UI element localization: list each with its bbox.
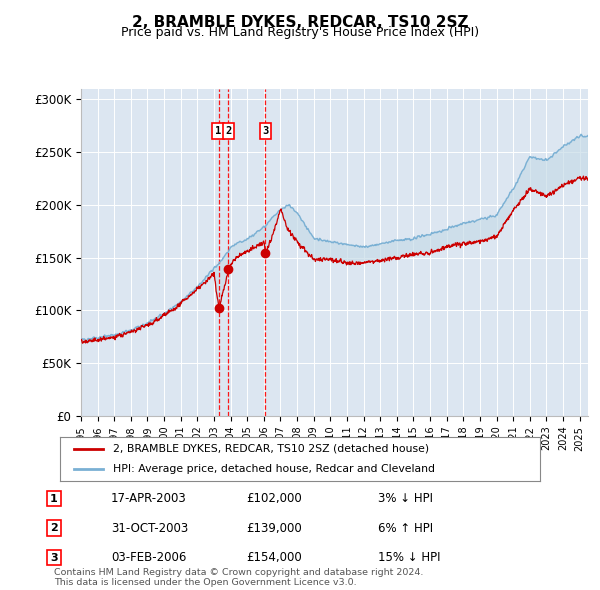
Text: £102,000: £102,000: [246, 492, 302, 505]
Text: 2, BRAMBLE DYKES, REDCAR, TS10 2SZ: 2, BRAMBLE DYKES, REDCAR, TS10 2SZ: [132, 15, 468, 30]
Text: HPI: Average price, detached house, Redcar and Cleveland: HPI: Average price, detached house, Redc…: [113, 464, 435, 474]
Text: 15% ↓ HPI: 15% ↓ HPI: [378, 551, 440, 564]
Text: 2, BRAMBLE DYKES, REDCAR, TS10 2SZ (detached house): 2, BRAMBLE DYKES, REDCAR, TS10 2SZ (deta…: [113, 444, 429, 454]
Text: £154,000: £154,000: [246, 551, 302, 564]
Text: 2: 2: [50, 523, 58, 533]
Text: £139,000: £139,000: [246, 522, 302, 535]
Text: 2: 2: [226, 126, 232, 136]
Text: 3% ↓ HPI: 3% ↓ HPI: [378, 492, 433, 505]
Text: Price paid vs. HM Land Registry's House Price Index (HPI): Price paid vs. HM Land Registry's House …: [121, 26, 479, 39]
Text: 31-OCT-2003: 31-OCT-2003: [111, 522, 188, 535]
Text: 1: 1: [215, 126, 221, 136]
Text: 17-APR-2003: 17-APR-2003: [111, 492, 187, 505]
Text: 6% ↑ HPI: 6% ↑ HPI: [378, 522, 433, 535]
Text: 3: 3: [262, 126, 268, 136]
Text: 1: 1: [50, 494, 58, 503]
Text: Contains HM Land Registry data © Crown copyright and database right 2024.
This d: Contains HM Land Registry data © Crown c…: [54, 568, 424, 587]
Text: 03-FEB-2006: 03-FEB-2006: [111, 551, 187, 564]
Text: 3: 3: [50, 553, 58, 562]
